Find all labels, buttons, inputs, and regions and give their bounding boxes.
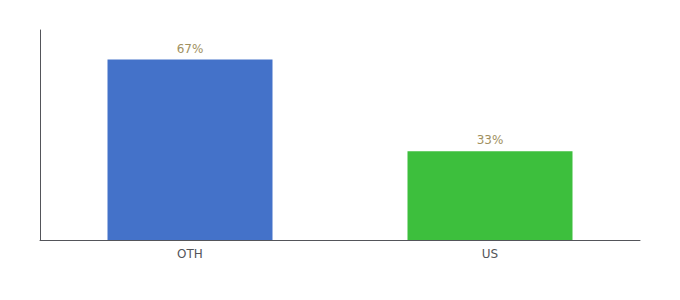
- svg-text:US: US: [482, 247, 498, 261]
- svg-text:OTH: OTH: [177, 247, 203, 261]
- svg-text:67%: 67%: [177, 42, 204, 56]
- svg-text:33%: 33%: [477, 133, 504, 147]
